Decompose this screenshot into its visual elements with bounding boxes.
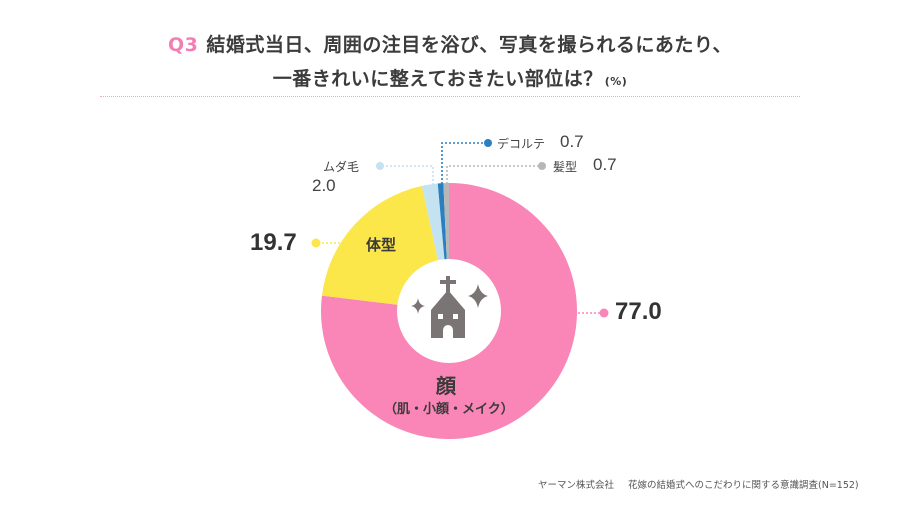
value-decollete: 0.7 bbox=[560, 132, 584, 151]
label-decollete: デコルテ bbox=[497, 137, 546, 151]
leader-hair bbox=[446, 165, 540, 184]
title-divider bbox=[100, 96, 800, 97]
label-face-sub: （肌・小顔・メイク） bbox=[384, 402, 514, 417]
leader-hair-removal bbox=[382, 165, 434, 185]
label-body: 体型 bbox=[366, 236, 397, 254]
chart-title-line1: Q3 結婚式当日、周囲の注目を浴び、写真を撮られるにあたり、 bbox=[0, 30, 900, 57]
question-number: Q3 bbox=[167, 34, 199, 56]
source-survey: 花嫁の結婚式へのこだわりに関する意識調査(N=152) bbox=[628, 480, 859, 491]
source-note: ヤーマン株式会社 花嫁の結婚式へのこだわりに関する意識調査(N=152) bbox=[538, 477, 859, 491]
title-text-2: 一番きれいに整えておきたい部位は？ bbox=[272, 68, 603, 90]
value-face: 77.0 bbox=[615, 298, 662, 325]
value-hair-removal: 2.0 bbox=[312, 176, 336, 195]
source-company: ヤーマン株式会社 bbox=[538, 480, 615, 491]
label-hair-removal: ムダ毛 bbox=[323, 160, 360, 174]
sparkle-icon-small bbox=[411, 298, 425, 314]
label-face: 顔 bbox=[436, 374, 456, 398]
leader-lines bbox=[318, 142, 602, 314]
church-icon bbox=[431, 276, 465, 338]
title-text-1: 結婚式当日、周囲の注目を浴び、写真を撮られるにあたり、 bbox=[206, 34, 733, 56]
value-body: 19.7 bbox=[250, 229, 297, 256]
sparkle-icon-large bbox=[468, 284, 488, 308]
leader-dots bbox=[311, 139, 609, 318]
value-hair: 0.7 bbox=[593, 155, 617, 174]
chart-title-line2: 一番きれいに整えておきたい部位は？ (%) bbox=[0, 64, 900, 91]
label-hair: 髪型 bbox=[553, 160, 578, 174]
leader-decollete bbox=[441, 142, 486, 184]
unit-label: (%) bbox=[604, 75, 628, 88]
